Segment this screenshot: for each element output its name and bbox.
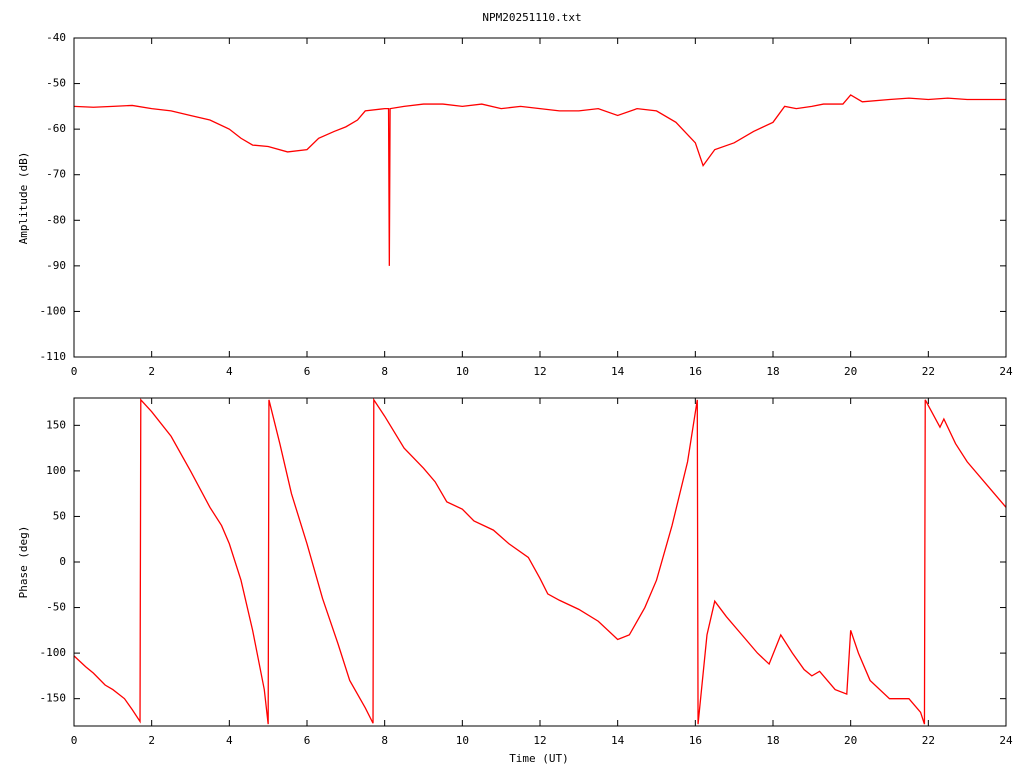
y-tick-label: 50: [53, 509, 66, 522]
y-tick-label: 100: [46, 464, 66, 477]
x-tick-label: 14: [611, 734, 625, 747]
x-tick-label: 14: [611, 365, 625, 378]
x-tick-label: 2: [148, 365, 155, 378]
y-tick-label: -40: [46, 31, 66, 44]
x-tick-label: 0: [71, 365, 78, 378]
x-tick-label: 10: [456, 734, 469, 747]
x-tick-label: 6: [304, 734, 311, 747]
x-tick-label: 8: [381, 734, 388, 747]
x-tick-label: 20: [844, 734, 857, 747]
x-tick-label: 8: [381, 365, 388, 378]
x-tick-label: 24: [999, 365, 1013, 378]
x-tick-label: 4: [226, 365, 233, 378]
x-tick-label: 24: [999, 734, 1013, 747]
x-tick-label: 20: [844, 365, 857, 378]
x-tick-label: 16: [689, 365, 702, 378]
y-tick-label: -100: [40, 646, 67, 659]
y-tick-label: -100: [40, 304, 67, 317]
x-tick-label: 22: [922, 734, 935, 747]
x-axis-label: Time (UT): [509, 752, 569, 765]
x-tick-label: 12: [533, 365, 546, 378]
x-tick-label: 0: [71, 734, 78, 747]
x-tick-label: 18: [766, 734, 779, 747]
plot-frame: [73, 37, 1007, 358]
y-tick-label: -110: [40, 350, 67, 363]
x-tick-label: 16: [689, 734, 702, 747]
y-axis-label: Phase (deg): [17, 526, 30, 599]
y-tick-label: -70: [46, 168, 66, 181]
x-tick-label: 18: [766, 365, 779, 378]
x-tick-label: 10: [456, 365, 469, 378]
x-tick-label: 4: [226, 734, 233, 747]
y-tick-label: -90: [46, 259, 66, 272]
y-tick-label: -80: [46, 213, 66, 226]
y-tick-label: 0: [59, 555, 66, 568]
data-line: [73, 94, 1006, 266]
data-line: [73, 397, 1007, 725]
chart-title: NPM20251110.txt: [482, 11, 581, 24]
x-tick-label: 12: [533, 734, 546, 747]
y-tick-label: 150: [46, 418, 66, 431]
x-tick-label: 22: [922, 365, 935, 378]
x-tick-label: 6: [304, 365, 311, 378]
y-tick-label: -150: [40, 692, 67, 705]
x-tick-label: 2: [148, 734, 155, 747]
y-axis-label: Amplitude (dB): [17, 152, 30, 245]
y-tick-label: -60: [46, 122, 66, 135]
y-tick-label: -50: [46, 601, 66, 614]
plot-frame: [73, 397, 1007, 727]
y-tick-label: -50: [46, 77, 66, 90]
